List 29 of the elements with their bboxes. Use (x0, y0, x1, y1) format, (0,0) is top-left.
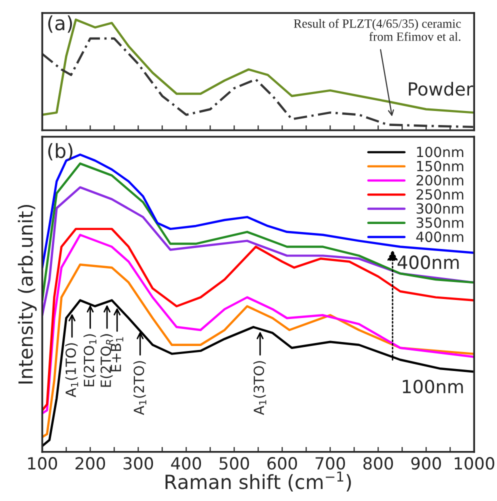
x-axis-title: Raman shift (cm$^{−1}$) (166, 472, 351, 492)
legend-label: 150nm (417, 160, 464, 172)
x-tick-label: 200 (76, 457, 106, 470)
x-tick-label: 700 (316, 457, 345, 470)
x-tick-label: 100 (28, 457, 58, 470)
x-tick-label: 600 (267, 457, 297, 470)
legend-label: 200nm (416, 175, 464, 186)
x-tick-label: 400 (171, 457, 202, 470)
y-axis-title: Intensity (arb.unit) (18, 204, 37, 384)
annotation: (b) (48, 143, 72, 160)
annotation: Result of PLZT(4/65/35) ceramic from Efimov et al. (294, 18, 461, 41)
annotation: 100nm (402, 380, 463, 394)
annotation: (a) (48, 15, 72, 33)
annotation: E(2TO$_{1}$) (84, 334, 96, 386)
legend-label: 400nm (416, 232, 464, 242)
legend-label: 300nm (416, 203, 464, 214)
annotation: 400nm (398, 255, 459, 270)
x-tick-label: 300 (124, 457, 154, 470)
legend-label: 100nm (417, 146, 464, 158)
legend-label: 350nm (416, 217, 464, 228)
series-label: Powder (408, 82, 474, 96)
annotation: A$_{1}$(3TO) (253, 361, 266, 416)
x-tick-label: 800 (363, 457, 393, 470)
x-tick-label: 500 (220, 457, 249, 470)
annotation: A$_{1}$(2TO) (133, 361, 146, 416)
annotation: A$_{1}$(1TO) (65, 343, 78, 398)
x-tick-label: 1000 (454, 457, 494, 470)
legend-label: 250nm (416, 189, 464, 200)
x-tick-label: 900 (411, 457, 441, 470)
